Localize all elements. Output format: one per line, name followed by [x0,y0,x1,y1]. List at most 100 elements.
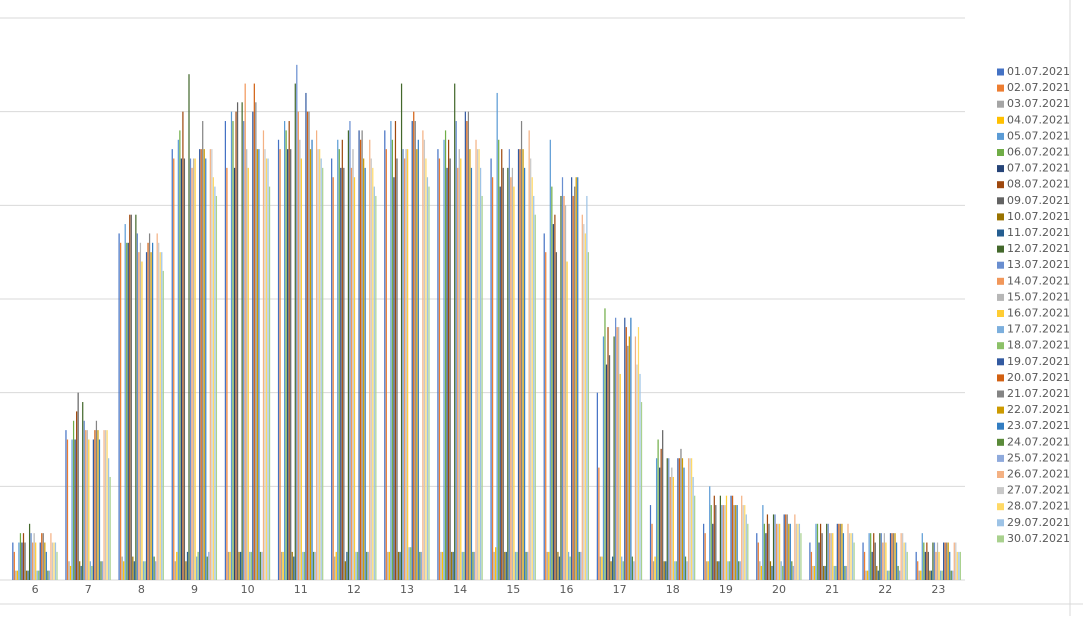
bar [133,561,135,580]
bar [280,551,283,580]
bar [100,561,102,580]
bar [640,402,643,580]
bar [662,430,664,580]
bar [774,514,776,580]
bar [772,514,775,580]
bar [950,570,952,580]
bar [628,336,630,580]
bar [832,533,834,580]
bar [403,158,406,580]
legend-swatch [997,261,1004,269]
bar [946,542,948,580]
bar [315,130,318,580]
bar [77,392,79,580]
bar [124,224,126,581]
bar [677,458,679,580]
bar [930,570,933,580]
bar [736,505,738,580]
bar [507,167,509,580]
bar [309,149,312,580]
bar [236,102,239,581]
bar [516,551,518,580]
bar [38,570,40,580]
bar [633,561,635,580]
legend-label: 30.07.2021 [1007,532,1070,545]
bar [939,570,942,580]
bar [441,551,444,580]
bar [611,556,614,580]
bar [142,561,145,580]
bar [655,458,658,580]
bar [830,533,832,580]
bar [144,561,146,580]
bar [229,551,231,580]
bar [604,308,606,580]
bar [947,542,949,580]
legend-label: 17.07.2021 [1007,323,1070,336]
bar [352,149,354,580]
bar [400,83,403,581]
bar [130,214,132,580]
bar [520,121,523,581]
bar [387,551,389,580]
bar [824,565,826,580]
bar [150,252,152,580]
bar [580,551,582,580]
bar [472,551,474,580]
bar [461,551,463,580]
bar [407,149,409,580]
bar [444,130,447,580]
x-tick-label: 23 [931,583,945,596]
bar [262,130,265,580]
bar [624,317,626,580]
bar [722,505,725,580]
bar [375,195,377,580]
bar [120,242,122,581]
bar [563,195,565,580]
bar [95,420,98,580]
bar [615,317,617,580]
bar [162,270,164,580]
bar [191,167,193,580]
legend-swatch [997,519,1004,527]
bar [525,551,527,580]
bar [564,205,567,581]
bar [391,139,394,580]
bar [305,92,307,580]
bar [331,158,333,580]
bar [490,158,492,580]
bar [809,542,811,580]
bar [410,547,412,580]
bar [174,561,176,580]
bar [16,570,19,580]
legend-label: 22.07.2021 [1007,403,1070,416]
bar [86,430,88,580]
bar [713,495,715,580]
bar [192,158,195,580]
bar [194,158,196,580]
bar [372,167,374,580]
bar [745,514,747,580]
x-tick-label: 18 [666,583,680,596]
bar [334,556,336,580]
bar [80,565,82,580]
bar [706,561,708,580]
bar [533,195,535,580]
bar [177,139,179,580]
bar [159,252,161,580]
bar [657,439,659,580]
bar [718,561,720,580]
bar [464,111,466,581]
bar [180,158,182,580]
bar [344,561,346,580]
x-tick-label: 19 [719,583,733,596]
bar [663,561,665,580]
bar [447,139,450,580]
bar [813,565,816,580]
bar [65,430,67,580]
bar [405,149,407,580]
bar [741,495,743,580]
bar [665,561,667,580]
bar [208,551,210,580]
